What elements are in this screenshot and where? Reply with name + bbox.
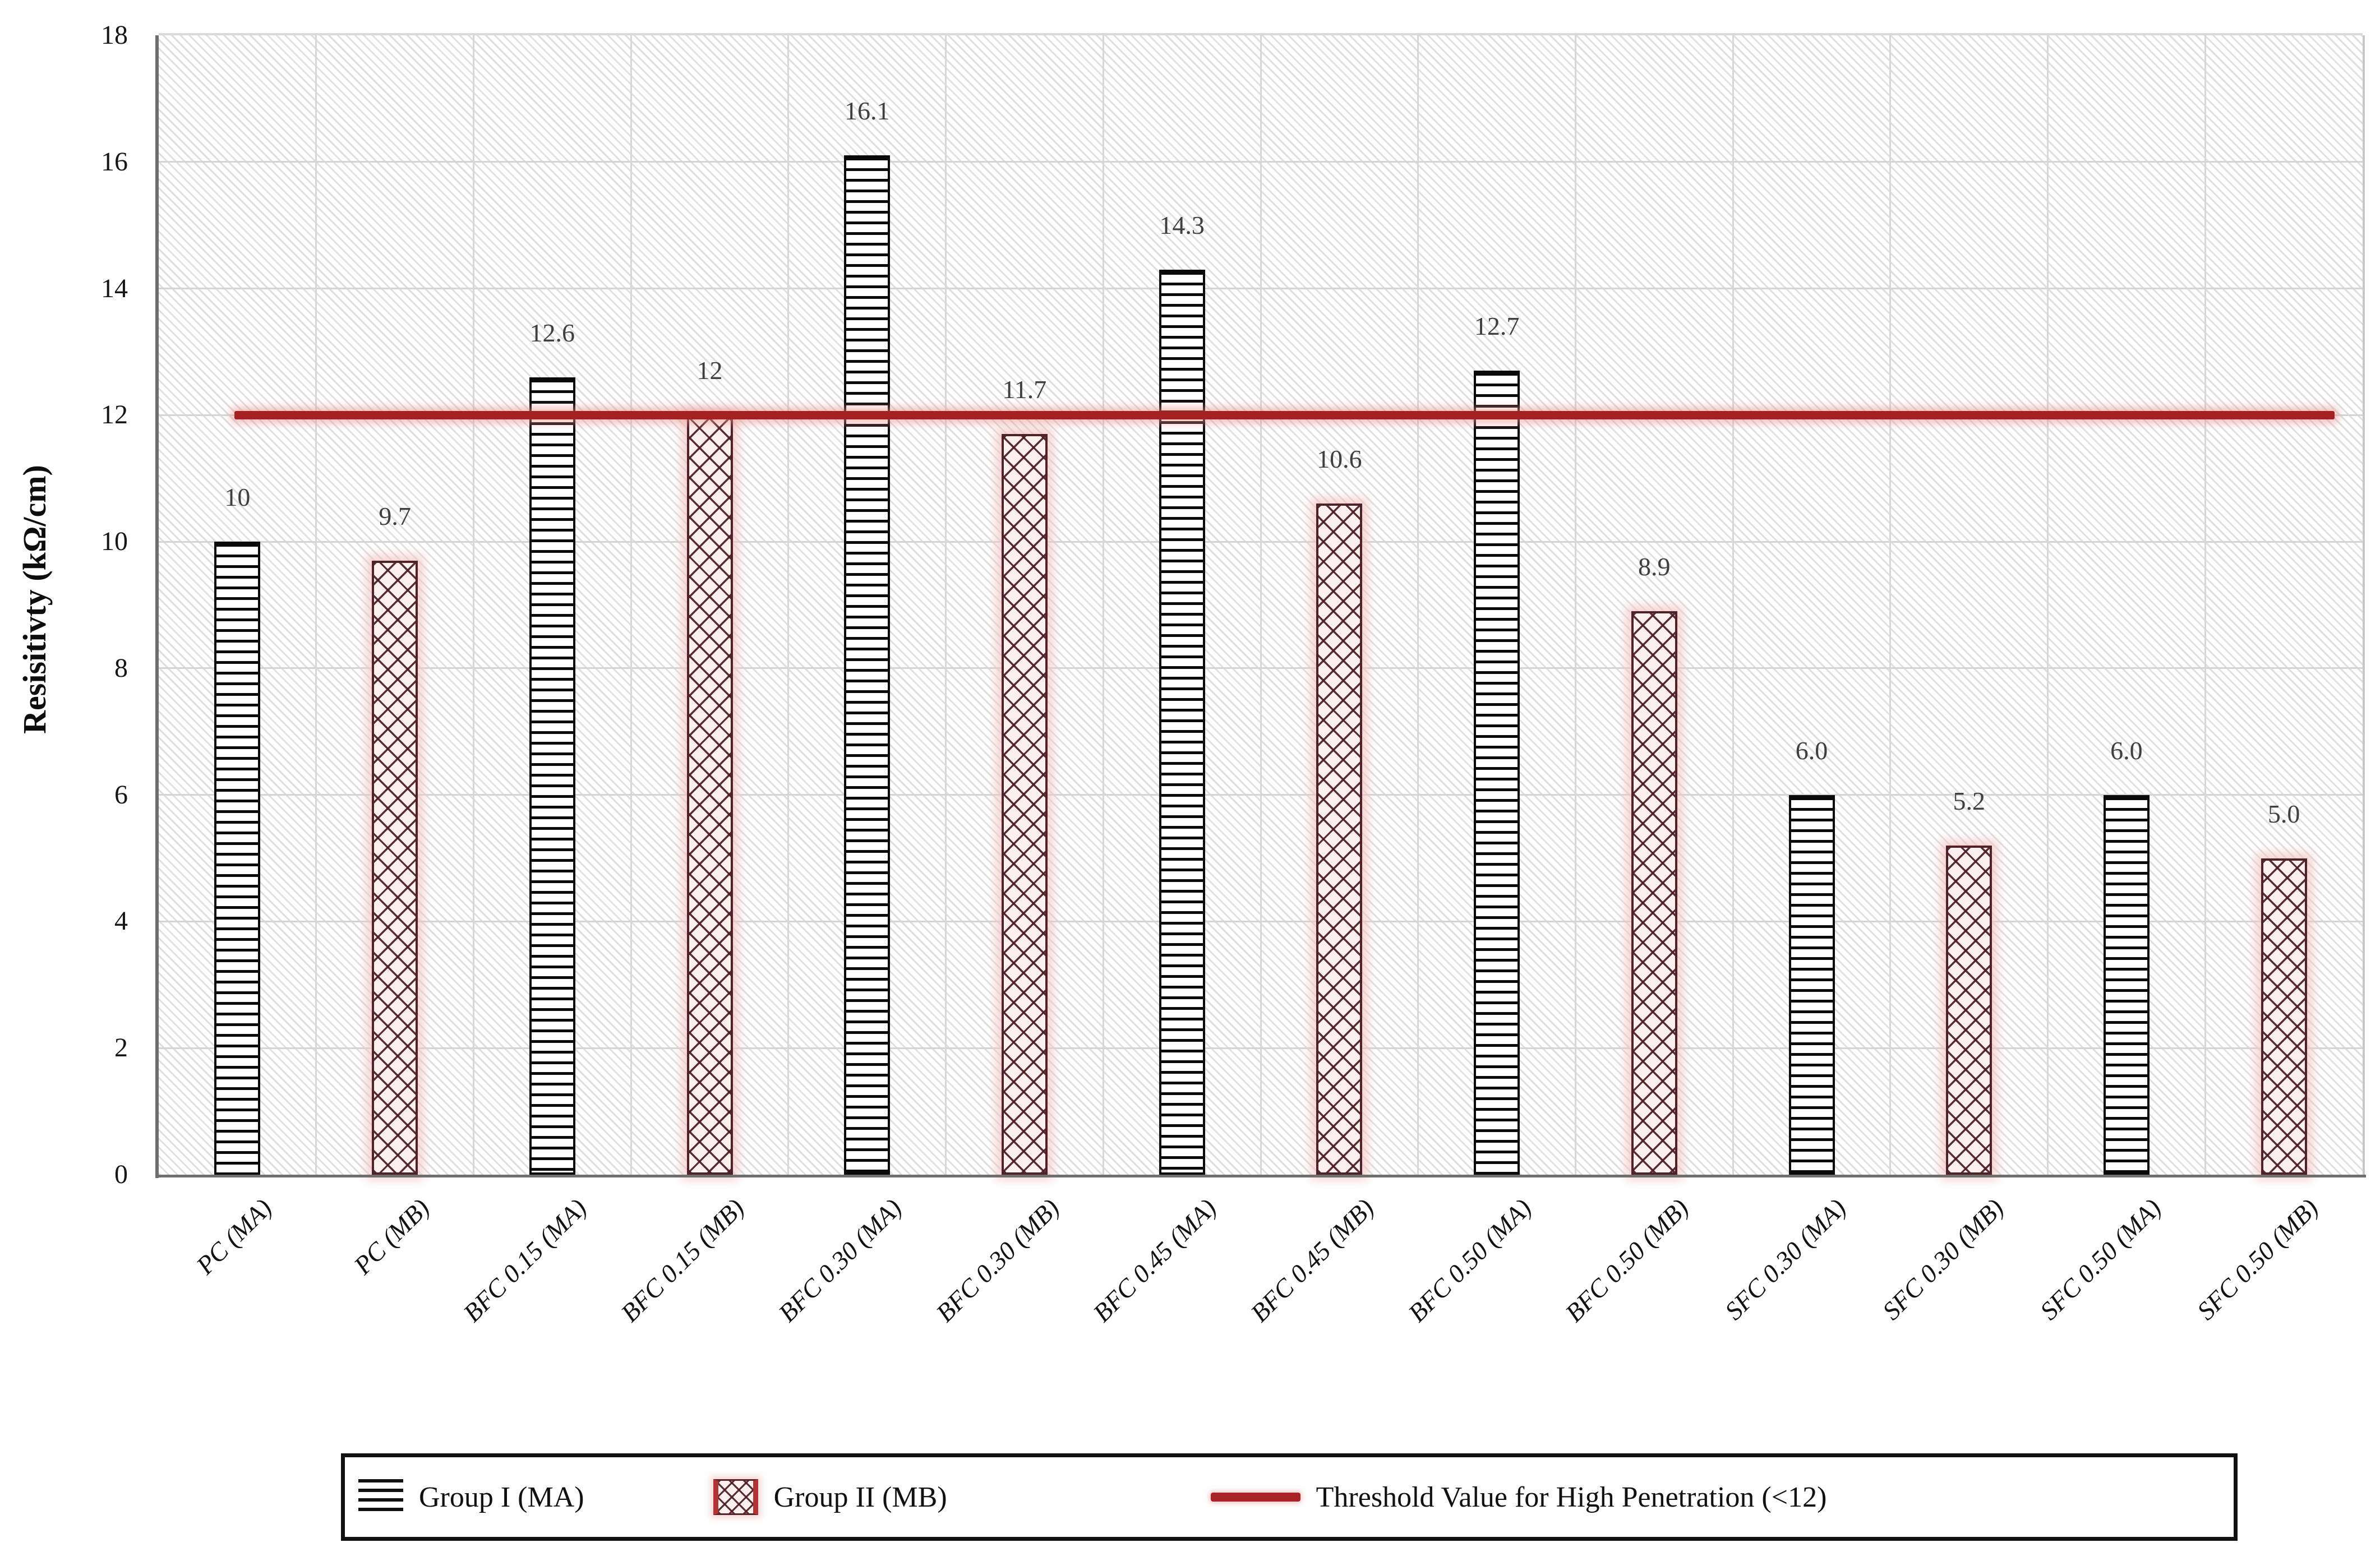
legend-label-group2: Group II (MB) xyxy=(773,1481,947,1513)
x-gridline-1 xyxy=(315,35,317,1175)
y-tick-label-6: 6 xyxy=(114,779,128,810)
x-gridline-12 xyxy=(2047,35,2049,1175)
y-tick-label-2: 2 xyxy=(114,1033,128,1063)
group1-hatch-swatch-icon xyxy=(358,1479,403,1515)
x-category-label-SFC 0.30 (MB): SFC 0.30 (MB) xyxy=(1876,1193,2009,1326)
legend-item-group2: Group II (MB) xyxy=(713,1479,947,1515)
x-gridline-4 xyxy=(787,35,790,1175)
x-gridline-11 xyxy=(1889,35,1892,1175)
value-label-PC (MB): 9.7 xyxy=(379,501,411,530)
value-label-BFC 0.30 (MA): 16.1 xyxy=(844,96,890,126)
bar-BFC 0.50 (MA) xyxy=(1474,371,1520,1175)
x-category-label-PC (MA): PC (MA) xyxy=(191,1193,278,1280)
threshold-line-swatch-icon xyxy=(1210,1493,1300,1502)
y-tick-label-14: 14 xyxy=(101,273,128,303)
x-category-label-BFC 0.45 (MB): BFC 0.45 (MB) xyxy=(1245,1193,1380,1328)
x-category-label-BFC 0.30 (MB): BFC 0.30 (MB) xyxy=(930,1193,1064,1328)
x-axis-line xyxy=(155,1175,2366,1177)
value-label-SFC 0.30 (MA): 6.0 xyxy=(1795,736,1828,765)
plot-border-right xyxy=(2363,35,2365,1175)
x-gridline-8 xyxy=(1417,35,1419,1175)
x-gridline-9 xyxy=(1574,35,1576,1175)
value-label-PC (MA): 10 xyxy=(224,483,251,512)
x-gridline-3 xyxy=(630,35,632,1175)
bar-SFC 0.30 (MA) xyxy=(1788,795,1835,1175)
y-tick-label-0: 0 xyxy=(114,1160,128,1189)
value-label-BFC 0.50 (MB): 8.9 xyxy=(1638,552,1671,581)
x-gridline-2 xyxy=(472,35,474,1175)
x-category-label-BFC 0.30 (MA): BFC 0.30 (MA) xyxy=(772,1193,907,1328)
x-gridline-7 xyxy=(1260,35,1262,1175)
legend-item-group1: Group I (MA) xyxy=(358,1479,584,1515)
bar-SFC 0.50 (MA) xyxy=(2103,795,2150,1175)
y-tick-label-18: 18 xyxy=(101,20,128,50)
y-axis-title: Resisitivty (kΩ/cm) xyxy=(16,465,53,734)
bar-SFC 0.50 (MB) xyxy=(2261,858,2307,1175)
bar-BFC 0.30 (MA) xyxy=(844,155,891,1175)
value-label-BFC 0.45 (MA): 14.3 xyxy=(1159,210,1205,239)
bar-PC (MA) xyxy=(214,542,261,1175)
x-category-label-PC (MB): PC (MB) xyxy=(348,1193,435,1280)
value-label-SFC 0.50 (MB): 5.0 xyxy=(2267,799,2300,828)
y-axis-line xyxy=(155,35,159,1178)
x-category-label-SFC 0.50 (MB): SFC 0.50 (MB) xyxy=(2192,1193,2324,1326)
value-label-BFC 0.50 (MA): 12.7 xyxy=(1474,312,1520,341)
bar-BFC 0.30 (MB) xyxy=(1001,434,1048,1175)
bar-BFC 0.45 (MB) xyxy=(1316,504,1363,1175)
x-category-label-BFC 0.50 (MA): BFC 0.50 (MA) xyxy=(1402,1193,1537,1328)
threshold-line xyxy=(234,410,2335,419)
x-gridline-6 xyxy=(1102,35,1104,1175)
y-tick-label-8: 8 xyxy=(114,653,128,683)
bar-BFC 0.15 (MB) xyxy=(686,415,733,1175)
y-tick-label-4: 4 xyxy=(114,906,128,936)
x-category-label-SFC 0.50 (MA): SFC 0.50 (MA) xyxy=(2034,1193,2166,1326)
y-tick-label-10: 10 xyxy=(101,527,128,557)
x-category-label-BFC 0.45 (MA): BFC 0.45 (MA) xyxy=(1087,1193,1222,1328)
legend-label-threshold: Threshold Value for High Penetration (<1… xyxy=(1316,1481,1827,1513)
legend-item-threshold: Threshold Value for High Penetration (<1… xyxy=(1210,1481,1827,1514)
x-category-label-SFC 0.30 (MA): SFC 0.30 (MA) xyxy=(1719,1193,1852,1326)
bar-BFC 0.15 (MA) xyxy=(529,377,575,1175)
bar-PC (MB) xyxy=(372,560,418,1175)
plot-border-top xyxy=(159,33,2363,35)
group2-crosshatch-swatch-icon xyxy=(713,1479,758,1515)
x-category-label-BFC 0.15 (MA): BFC 0.15 (MA) xyxy=(458,1193,592,1328)
x-gridline-13 xyxy=(2204,35,2206,1175)
bar-BFC 0.45 (MA) xyxy=(1159,269,1205,1175)
value-label-BFC 0.15 (MA): 12.6 xyxy=(529,318,575,347)
value-label-BFC 0.30 (MB): 11.7 xyxy=(1002,375,1047,404)
legend-label-group1: Group I (MA) xyxy=(419,1481,584,1513)
x-gridline-5 xyxy=(945,35,947,1175)
x-category-label-BFC 0.50 (MB): BFC 0.50 (MB) xyxy=(1560,1193,1694,1328)
value-label-SFC 0.50 (MA): 6.0 xyxy=(2110,736,2143,765)
y-tick-label-16: 16 xyxy=(101,146,128,177)
y-tick-label-12: 12 xyxy=(101,400,128,430)
x-category-label-BFC 0.15 (MB): BFC 0.15 (MB) xyxy=(615,1193,750,1328)
x-gridline-10 xyxy=(1732,35,1734,1175)
value-label-BFC 0.45 (MB): 10.6 xyxy=(1317,445,1362,474)
value-label-SFC 0.30 (MB): 5.2 xyxy=(1953,786,1985,815)
value-label-BFC 0.15 (MB): 12 xyxy=(697,356,723,385)
bar-BFC 0.50 (MB) xyxy=(1631,611,1677,1175)
bar-SFC 0.30 (MB) xyxy=(1946,845,1992,1175)
legend: Group I (MA) Group II (MB) Threshold Val… xyxy=(341,1453,2238,1541)
